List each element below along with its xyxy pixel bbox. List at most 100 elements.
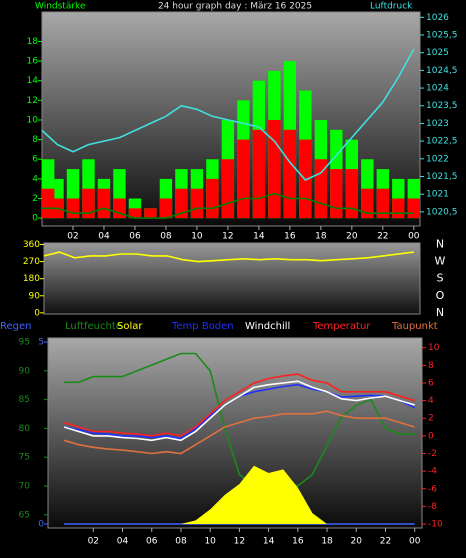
bar [376, 188, 390, 219]
y2-tick-label: 1021,5 [426, 172, 458, 182]
x-tick-label: 00 [408, 232, 420, 242]
area [64, 465, 415, 524]
direction-label: N [436, 306, 444, 319]
line [63, 380, 415, 442]
y-tick-label: 85 [19, 395, 30, 405]
x-tick-label: 18 [321, 537, 333, 547]
plot-direction [43, 242, 421, 315]
y-tick-label: 18 [27, 37, 39, 47]
legend-entry: Luftfeuchte [65, 321, 122, 332]
y-tick-label: 0 [34, 308, 40, 318]
y2-tick-label: 1024 [426, 84, 449, 94]
y-tick-label: 90 [19, 366, 31, 376]
line [63, 410, 415, 455]
x-tick-label: 02 [88, 537, 99, 547]
y2-tick-label: 1023 [426, 119, 449, 129]
bar [345, 169, 359, 219]
x-tick-label: 10 [204, 537, 216, 547]
y-tick-label: 14 [27, 76, 39, 86]
y2-tick-label: 1022,5 [426, 137, 458, 147]
y-tick-label: 360 [23, 240, 40, 250]
y-tick-label: 90 [29, 291, 41, 301]
y2-tick-label: 1025 [426, 48, 449, 58]
x-tick-label: 12 [234, 537, 245, 547]
bar [392, 198, 405, 219]
x-tick-label: 22 [377, 232, 388, 242]
direction-label: N [436, 238, 444, 251]
y-tick-label: 0 [32, 214, 38, 224]
x-tick-label: 20 [351, 537, 363, 547]
y-tick-label: 10 [27, 115, 39, 125]
y2-tick-label: 0 [428, 431, 434, 441]
x-tick-label: 22 [380, 537, 391, 547]
bar [128, 208, 142, 219]
x-tick-label: 00 [409, 537, 421, 547]
bar [144, 208, 157, 219]
x-tick-label: 06 [146, 537, 158, 547]
bar [361, 188, 374, 219]
y-tick-label: 75 [19, 453, 30, 463]
bar [82, 188, 95, 219]
direction-label: S [437, 272, 444, 285]
x-tick-label: 10 [191, 232, 203, 242]
x-tick-label: 12 [222, 232, 233, 242]
y-tick-label: 270 [23, 257, 40, 267]
y2-tick-label: -4 [428, 467, 437, 477]
line [42, 192, 414, 219]
y-tick-label: 6 [32, 155, 38, 165]
bar [237, 139, 250, 219]
legend-entry: Temp Boden [171, 321, 234, 332]
x-tick-label: 06 [129, 232, 141, 242]
x-tick-label: 20 [346, 232, 358, 242]
direction-label: O [436, 289, 445, 302]
x-tick-label: 14 [263, 537, 275, 547]
bar [252, 129, 266, 219]
y-axis-label: Windstärke [35, 2, 86, 12]
legend-entry: Windchill [245, 321, 290, 332]
y2-tick-label: 1023,5 [426, 101, 458, 111]
legend-entry: Temperatur [312, 321, 371, 332]
x-tick-label: 14 [253, 232, 265, 242]
y-tick-label: 70 [19, 481, 31, 491]
legend-entry: Solar [117, 321, 143, 332]
y-tick-label: 12 [27, 96, 38, 106]
bar [206, 178, 219, 219]
x-tick-label: 04 [98, 232, 110, 242]
y2-axis-label: Luftdruck [370, 2, 413, 12]
y-tick-label: 65 [19, 510, 30, 520]
chart-title: 24 hour graph day : März 16 2025 [158, 2, 312, 12]
bar [407, 198, 420, 219]
direction-label: W [435, 255, 446, 268]
bar [190, 188, 204, 219]
y-tick-label: 2 [32, 194, 38, 204]
line [64, 352, 415, 488]
x-tick-label: 04 [117, 537, 129, 547]
legend-entry: Regen [0, 321, 32, 332]
y2-tick-label: -6 [428, 484, 437, 494]
y2-tick-label: -2 [428, 449, 437, 459]
bar [330, 169, 343, 219]
x-tick-label: 18 [315, 232, 327, 242]
y-tick-label: 16 [27, 57, 39, 67]
bar [221, 159, 235, 219]
x-tick-label: 02 [67, 232, 78, 242]
bar [66, 198, 80, 219]
y-tick-label: 180 [23, 274, 40, 284]
bar [283, 129, 297, 219]
y2-tick-label: -10 [428, 520, 443, 530]
x-tick-label: 16 [284, 232, 296, 242]
y3-tick-label: 0 [38, 519, 44, 529]
y2-tick-label: -8 [428, 502, 437, 512]
bar [175, 188, 188, 219]
x-tick-label: 16 [292, 537, 304, 547]
y3-tick-label: 5 [38, 338, 44, 348]
line [43, 251, 414, 263]
bar [97, 188, 111, 219]
x-tick-label: 08 [160, 232, 172, 242]
x-tick-label: 08 [175, 537, 187, 547]
line [63, 373, 415, 437]
y2-tick-label: 1024,5 [426, 66, 458, 76]
y2-tick-label: 6 [428, 378, 434, 388]
y2-tick-label: 1020,5 [426, 207, 458, 217]
